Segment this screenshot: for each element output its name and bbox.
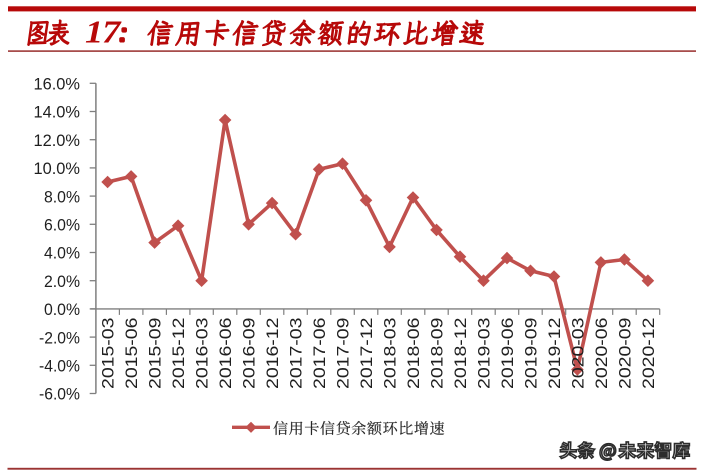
svg-text:2017-09: 2017-09 <box>334 318 353 389</box>
svg-text:2020-06: 2020-06 <box>592 318 611 389</box>
svg-text:2018-12: 2018-12 <box>451 318 470 389</box>
svg-text:2016-12: 2016-12 <box>263 318 282 389</box>
svg-text:2019-06: 2019-06 <box>498 318 517 389</box>
svg-text:2018-06: 2018-06 <box>404 318 423 389</box>
svg-text:2016-06: 2016-06 <box>216 318 235 389</box>
svg-text:-4.0%: -4.0% <box>39 357 80 376</box>
svg-text:2020-03: 2020-03 <box>569 318 588 389</box>
svg-text:0.0%: 0.0% <box>44 300 80 319</box>
svg-text:2019-12: 2019-12 <box>545 318 564 389</box>
svg-text:2019-03: 2019-03 <box>475 318 494 389</box>
svg-text:8.0%: 8.0% <box>44 187 80 206</box>
svg-text:14.0%: 14.0% <box>34 103 81 122</box>
svg-text:17: 17 <box>85 14 122 49</box>
svg-text:2015-03: 2015-03 <box>99 318 118 389</box>
svg-text:2017-12: 2017-12 <box>357 318 376 389</box>
svg-text:16.0%: 16.0% <box>34 75 81 94</box>
svg-text:-2.0%: -2.0% <box>39 328 80 347</box>
svg-text:2015-09: 2015-09 <box>146 318 165 389</box>
svg-text:6.0%: 6.0% <box>44 216 80 235</box>
svg-text:2.0%: 2.0% <box>44 272 80 291</box>
svg-text:2018-03: 2018-03 <box>381 318 400 389</box>
svg-text:2015-06: 2015-06 <box>122 318 141 389</box>
svg-text:4.0%: 4.0% <box>44 244 80 263</box>
svg-text:2019-09: 2019-09 <box>522 318 541 389</box>
svg-text:2017-03: 2017-03 <box>287 318 306 389</box>
svg-text:2016-09: 2016-09 <box>240 318 259 389</box>
svg-text:2017-06: 2017-06 <box>310 318 329 389</box>
svg-text:2015-12: 2015-12 <box>169 318 188 389</box>
svg-text:2018-09: 2018-09 <box>428 318 447 389</box>
svg-text:10.0%: 10.0% <box>34 159 81 178</box>
svg-text:12.0%: 12.0% <box>34 131 81 150</box>
svg-text:2016-03: 2016-03 <box>193 318 212 389</box>
svg-text:2020-12: 2020-12 <box>639 318 658 389</box>
svg-text:2020-09: 2020-09 <box>616 318 635 389</box>
svg-text:-6.0%: -6.0% <box>39 385 80 404</box>
